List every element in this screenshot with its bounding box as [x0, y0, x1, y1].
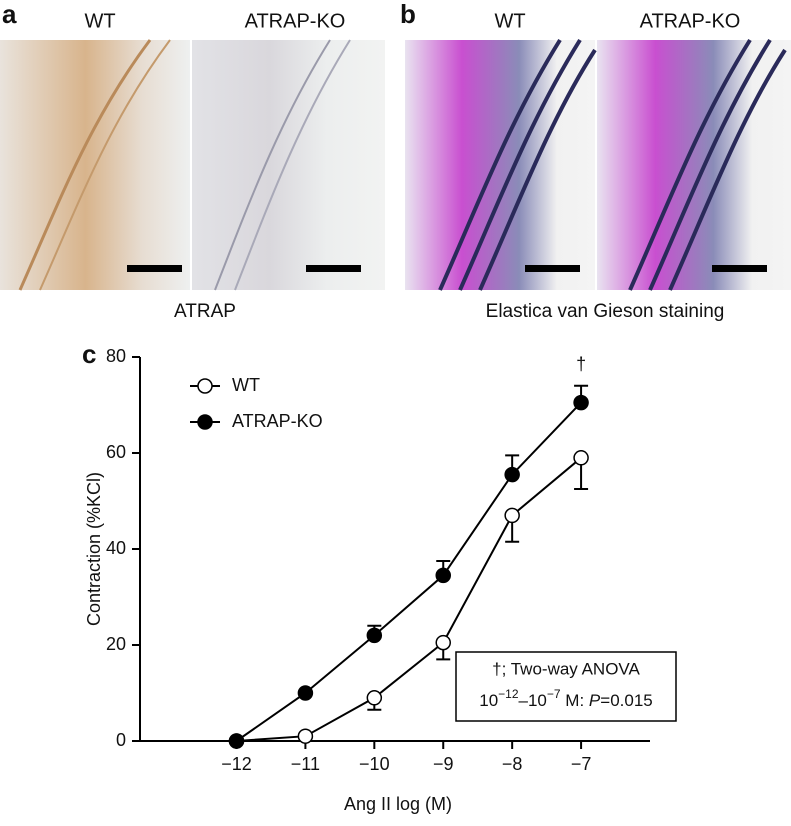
- point: [504, 466, 520, 483]
- micrograph: [192, 39, 385, 291]
- annotation: †; Two-way ANOVA: [492, 659, 640, 678]
- y-tick-label: 40: [106, 538, 126, 558]
- image-label: ATRAP-KO: [640, 10, 741, 32]
- x-tick-label: −7: [571, 754, 592, 774]
- image-label: ATRAP-KO: [245, 10, 346, 32]
- point: [297, 728, 314, 744]
- x-tick-label: −9: [433, 754, 454, 774]
- point: [435, 634, 451, 651]
- y-axis-label: Contraction (%KCl): [84, 472, 104, 626]
- point: [366, 627, 383, 644]
- y-tick-label: 20: [106, 634, 126, 654]
- legend-label: WT: [232, 375, 260, 395]
- image-label: WT: [494, 10, 525, 32]
- legend-marker: [197, 414, 213, 430]
- point: [573, 394, 589, 411]
- x-tick-label: −8: [502, 754, 523, 774]
- point: [228, 733, 245, 749]
- point: [297, 685, 314, 701]
- y-tick-label: 60: [106, 442, 126, 462]
- point: [435, 567, 451, 584]
- series-line: [235, 401, 582, 742]
- x-tick-label: −12: [221, 754, 252, 774]
- x-axis-label: Ang II log (M): [344, 794, 452, 814]
- y-tick-label: 80: [106, 346, 126, 366]
- point: [573, 450, 589, 466]
- panel-letter: a: [2, 0, 17, 29]
- micrograph: [597, 38, 791, 291]
- caption: ATRAP: [174, 301, 236, 322]
- caption: Elastica van Gieson staining: [486, 301, 725, 322]
- panel-letter: b: [400, 0, 416, 29]
- significance-mark: †: [576, 354, 586, 374]
- y-tick-label: 0: [116, 730, 126, 750]
- image-label: WT: [84, 10, 115, 32]
- annotation: 10−12–10−7 M: P=0.015: [479, 687, 653, 710]
- legend-marker: [197, 378, 213, 394]
- x-tick-label: −10: [359, 754, 390, 774]
- micrograph: [0, 39, 190, 291]
- micrograph: [405, 38, 597, 291]
- panel-letter: c: [82, 339, 96, 369]
- x-tick-label: −11: [291, 754, 320, 774]
- point: [366, 690, 383, 706]
- point: [504, 507, 520, 524]
- legend-label: ATRAP-KO: [232, 411, 323, 431]
- series-line: [236, 457, 582, 742]
- annotation-box: [455, 651, 677, 722]
